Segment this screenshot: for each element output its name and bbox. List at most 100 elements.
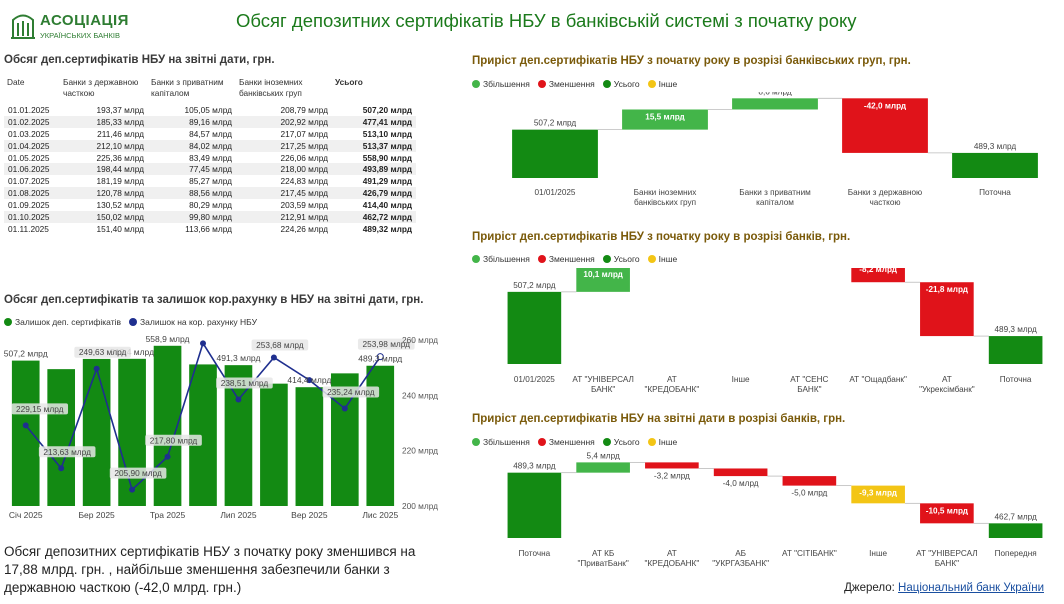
private-cell: 77,45 млрд [148, 163, 236, 176]
state-cell: 130,52 млрд [96, 200, 145, 211]
legend-line-icon [129, 318, 137, 326]
waterfall-bar [988, 523, 1043, 538]
line-point [200, 340, 206, 347]
legend-decrease-icon [537, 255, 546, 263]
legend-decrease-icon [537, 80, 546, 88]
logo-subtitle: УКРАЇНСЬКИХ БАНКІВ [40, 31, 120, 40]
waterfall-bar [782, 476, 837, 486]
category-label: "ПриватБанк" [578, 559, 629, 568]
state-cell: 151,40 млрд [96, 223, 145, 234]
data-table: Date Банки з державною часткою Банки з п… [4, 74, 416, 235]
state-cell: 150,02 млрд [60, 211, 148, 223]
legend-total-icon [602, 255, 611, 263]
waterfall-bar [851, 485, 905, 504]
line-label-box [74, 346, 131, 358]
value-label: 507,2 млрд [513, 281, 556, 290]
private-cell: 89,16 млрд [148, 115, 236, 128]
legend-decrease-label: Зменшення [548, 254, 595, 264]
total-cell: 462,72 млрд [332, 211, 416, 223]
table-title: Обсяг деп.сертифікатів НБУ на звітні дат… [4, 54, 275, 66]
total-cell: 513,37 млрд [332, 139, 416, 152]
legend-increase-icon [472, 255, 480, 263]
legend-total-icon [602, 438, 611, 446]
value-label: -4,0 млрд [723, 479, 759, 488]
line-data-label: 238,51 млрд [221, 378, 269, 388]
table-row: 01.06.2025 198,44 млрд 77,45 млрд 218,00 мл… [4, 163, 416, 176]
bar-data-label: 489,3 млрд [358, 354, 402, 364]
legend-decrease-icon [537, 438, 546, 446]
bar-data-label: 491,3 млрд [216, 353, 260, 363]
table-row: 01.01.2025 193,37 млрд 105,05 млрд 208,79 м… [4, 104, 416, 116]
line-label-box [216, 377, 273, 389]
line-data-label: 213,63 млрд [43, 447, 91, 457]
private-cell: 88,56 млрд [148, 187, 236, 200]
value-label: 507,2 млрд [534, 119, 577, 128]
foreign-cell: 202,92 млрд [236, 115, 332, 128]
value-label: 489,3 млрд [974, 142, 1017, 151]
category-label: Інше [732, 375, 750, 384]
legend-other-icon [647, 255, 656, 263]
date-cell: 01.02.2025 [4, 115, 60, 128]
line-point [270, 354, 277, 361]
summary-text: Обсяг депозитних сертифікатів НБУ з поча… [4, 544, 416, 595]
date-cell: 01.05.2025 [8, 152, 50, 163]
category-label: БАНК" [797, 385, 821, 394]
value-label: -5,0 млрд [791, 489, 827, 498]
line-label-box [11, 403, 69, 415]
value-label: -21,8 млрд [926, 285, 969, 294]
bar-deposit-certificates [295, 387, 324, 506]
line-data-label: 253,98 млрд [363, 339, 411, 349]
right-axis-tick: 260 млрд [402, 335, 438, 345]
foreign-cell: 217,25 млрд [236, 139, 332, 152]
category-label: БАНК" [591, 385, 615, 394]
bar-deposit-certificates [47, 369, 76, 506]
combo-title: Обсяг деп.сертифікатів та залишок кор.ра… [4, 294, 424, 306]
line-point [129, 486, 136, 493]
line-data-label: 235,24 млрд [327, 387, 375, 397]
waterfall-bar [645, 462, 699, 469]
foreign-cell: 224,83 млрд [280, 176, 329, 187]
category-label: "КРЕДОБАНК" [644, 385, 699, 394]
table-row: 01.10.2025 150,02 млрд 99,80 млрд 212,91 мл… [4, 211, 416, 223]
line-point [164, 453, 171, 460]
table-row: 01.05.2025 225,36 млрд 83,49 млрд 226,06 мл… [4, 152, 416, 164]
legend-increase-icon [472, 80, 480, 88]
right-axis-tick: 200 млрд [402, 501, 438, 511]
state-cell: 225,36 млрд [96, 152, 145, 163]
private-cell: 105,05 млрд [184, 104, 233, 115]
legend-bars-icon [4, 318, 12, 326]
line-point [93, 365, 100, 372]
legend-increase-label: Збільшення [483, 254, 530, 264]
waterfall-bar [507, 291, 562, 364]
line-label-box [251, 339, 309, 351]
logo-name: АСОЦІАЦІЯ [40, 12, 129, 29]
legend-total-icon [602, 80, 611, 88]
waterfall-bar [988, 336, 1043, 364]
value-label: -9,3 млрд [859, 489, 897, 498]
private-cell: 83,49 млрд [189, 152, 232, 163]
date-cell: 01.07.2025 [8, 176, 50, 187]
total-cell: 513,10 млрд [362, 128, 412, 139]
bar-data-label: 414,4 млрд [287, 375, 331, 385]
category-label: "КРЕДОБАНК" [644, 559, 699, 568]
source-link[interactable]: Національний банк України [898, 582, 1044, 594]
date-cell: 01.11.2025 [8, 223, 49, 234]
line-data-label: 249,63 млрд [79, 347, 127, 357]
waterfall-3-chart: 489,3 млрд Поточна 5,4 млрд АТ КБ"ПриватБан… [507, 451, 1043, 568]
legend-increase-label: Збільшення [483, 79, 530, 89]
state-cell: 181,19 млрд [96, 176, 145, 187]
legend-increase-label: Збільшення [483, 437, 530, 447]
bar-deposit-certificates [260, 383, 288, 506]
value-label: 489,3 млрд [513, 462, 556, 471]
line-data-label: 217,80 млрд [150, 435, 198, 445]
state-cell: 212,10 млрд [60, 139, 148, 152]
waterfall-bar [920, 503, 974, 524]
waterfall-bar [842, 98, 928, 153]
line-point [341, 405, 348, 412]
state-cell: 193,37 млрд [96, 104, 145, 115]
x-axis-tick: Лис 2025 [362, 510, 398, 520]
table-row: 01.07.2025 181,19 млрд 85,27 млрд 224,83 мл… [4, 175, 416, 187]
value-label: 15,5 млрд [645, 112, 685, 121]
line-point [376, 353, 384, 361]
logo: АСОЦІАЦІЯ УКРАЇНСЬКИХ БАНКІВ [10, 8, 128, 46]
